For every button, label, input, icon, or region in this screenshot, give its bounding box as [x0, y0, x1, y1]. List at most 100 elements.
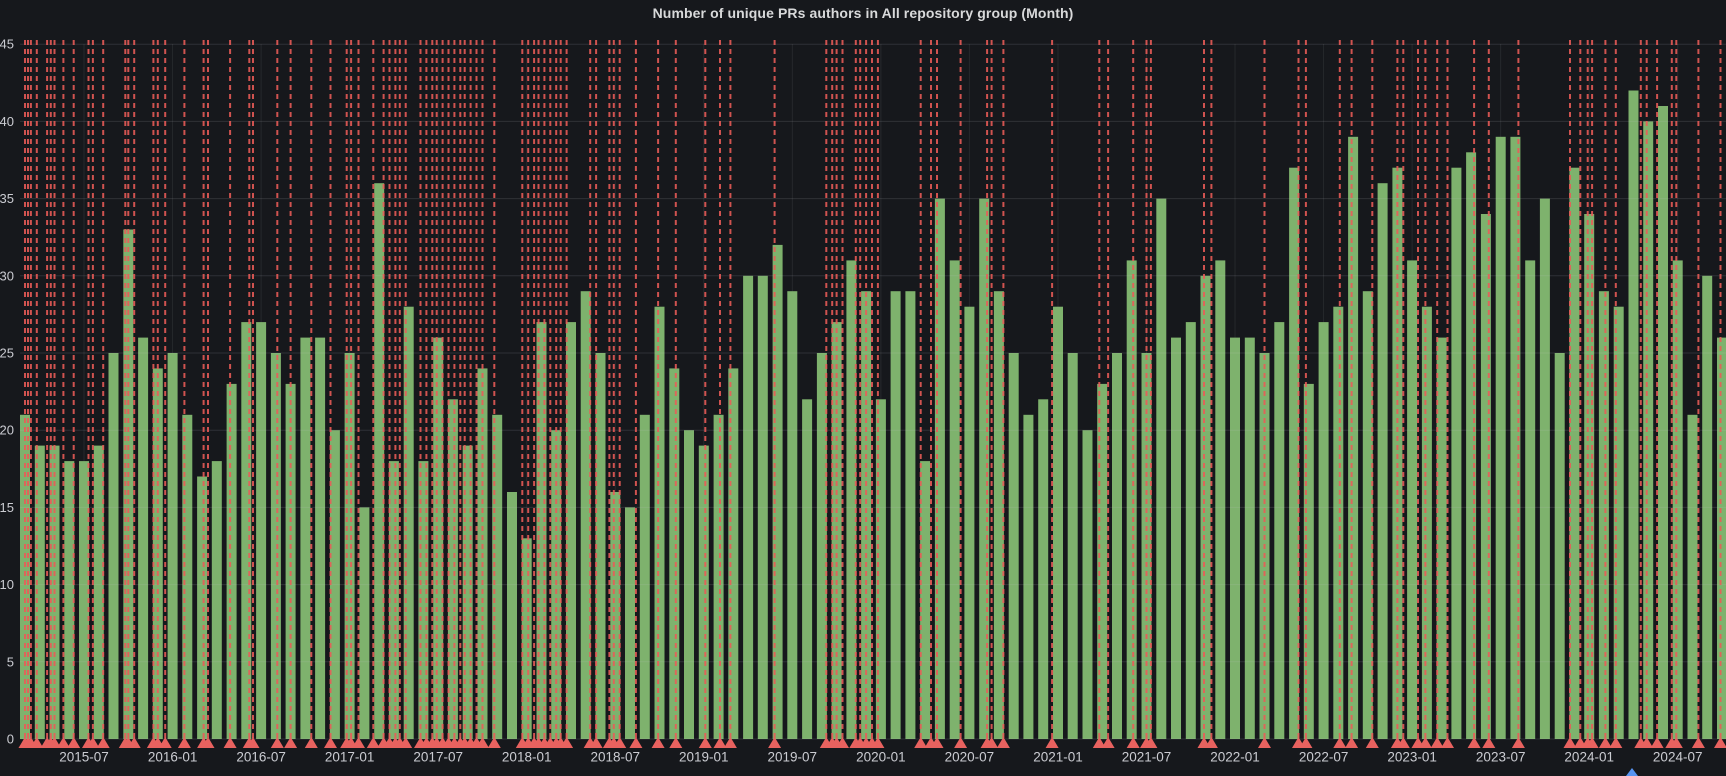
bar[interactable]	[875, 399, 886, 739]
annotation-marker-icon[interactable]	[201, 737, 215, 748]
annotation-marker-icon[interactable]	[930, 737, 944, 748]
bar[interactable]	[787, 291, 798, 739]
annotation-marker-icon[interactable]	[1691, 737, 1705, 748]
annotation-marker-icon[interactable]	[67, 737, 81, 748]
bar[interactable]	[462, 445, 473, 739]
annotation-marker-icon[interactable]	[1563, 737, 1577, 748]
annotation-marker-icon[interactable]	[158, 737, 172, 748]
bar[interactable]	[64, 461, 75, 739]
bar[interactable]	[1126, 260, 1137, 739]
bar[interactable]	[772, 244, 783, 739]
annotation-marker-icon[interactable]	[177, 737, 191, 748]
annotation-marker-icon[interactable]	[651, 737, 665, 748]
bar[interactable]	[1569, 167, 1580, 739]
bar[interactable]	[1362, 291, 1373, 739]
annotation-marker-icon[interactable]	[1669, 737, 1683, 748]
annotation-marker-icon[interactable]	[223, 737, 237, 748]
bar[interactable]	[595, 353, 606, 739]
annotation-marker-icon[interactable]	[768, 737, 782, 748]
bar[interactable]	[1451, 167, 1462, 739]
bar[interactable]	[433, 337, 444, 739]
bar[interactable]	[1067, 353, 1078, 739]
bar[interactable]	[698, 445, 709, 739]
annotation-marker-icon[interactable]	[48, 737, 61, 748]
bar[interactable]	[1097, 383, 1108, 739]
annotation-marker-icon[interactable]	[1441, 737, 1454, 748]
annotation-marker-icon[interactable]	[304, 737, 318, 748]
annotation-marker-icon[interactable]	[985, 737, 999, 748]
bar[interactable]	[1303, 383, 1314, 739]
bar[interactable]	[1702, 275, 1713, 739]
bar[interactable]	[1082, 430, 1093, 739]
annotation-marker-icon[interactable]	[698, 737, 712, 748]
annotation-marker-icon[interactable]	[1585, 737, 1599, 748]
bar[interactable]	[79, 461, 89, 739]
annotation-marker-icon[interactable]	[1345, 737, 1359, 748]
bar[interactable]	[1613, 306, 1624, 739]
bar[interactable]	[684, 430, 694, 739]
annotation-marker-icon[interactable]	[1144, 737, 1158, 748]
annotation-marker-icon[interactable]	[487, 737, 501, 748]
bar[interactable]	[669, 368, 680, 739]
annotation-marker-icon[interactable]	[1482, 737, 1496, 748]
annotation-marker-icon[interactable]	[1045, 737, 1059, 748]
bar[interactable]	[344, 353, 355, 739]
annotation-marker-icon[interactable]	[399, 737, 413, 748]
annotation-marker-icon[interactable]	[723, 737, 737, 748]
bar[interactable]	[1421, 306, 1432, 739]
annotation-marker-icon[interactable]	[1333, 737, 1347, 748]
annotation-marker-icon[interactable]	[86, 737, 100, 748]
annotation-marker-icon[interactable]	[324, 737, 337, 748]
bar[interactable]	[654, 306, 665, 739]
annotation-marker-icon[interactable]	[1609, 737, 1623, 748]
bar[interactable]	[167, 353, 178, 739]
bar[interactable]	[1658, 106, 1668, 739]
bar[interactable]	[1053, 306, 1063, 739]
bar[interactable]	[934, 198, 945, 740]
annotation-marker-icon[interactable]	[836, 737, 849, 748]
bar[interactable]	[610, 492, 621, 739]
bar[interactable]	[1392, 167, 1403, 739]
annotation-marker-icon[interactable]	[1365, 737, 1379, 748]
annotation-marker-icon[interactable]	[954, 737, 968, 748]
bar[interactable]	[905, 291, 916, 739]
bar[interactable]	[241, 322, 252, 739]
annotation-marker-icon[interactable]	[352, 737, 365, 748]
bar[interactable]	[1584, 214, 1595, 739]
bar[interactable]	[1539, 198, 1550, 740]
bar[interactable]	[1495, 136, 1506, 740]
bar[interactable]	[1215, 260, 1226, 739]
annotation-marker-icon[interactable]	[1714, 737, 1726, 748]
bar[interactable]	[1510, 136, 1521, 740]
bar[interactable]	[93, 445, 104, 739]
bar[interactable]	[418, 461, 429, 739]
bar[interactable]	[374, 183, 385, 739]
bar[interactable]	[1554, 353, 1565, 739]
bar[interactable]	[949, 260, 960, 739]
bar[interactable]	[1038, 399, 1049, 739]
bar[interactable]	[329, 430, 340, 739]
bar[interactable]	[580, 291, 591, 739]
annotation-marker-icon[interactable]	[1101, 737, 1115, 748]
annotation-marker-icon[interactable]	[246, 737, 260, 748]
bar[interactable]	[270, 353, 281, 739]
bar[interactable]	[1598, 291, 1609, 739]
bar[interactable]	[1480, 214, 1491, 739]
bar[interactable]	[964, 306, 975, 739]
bar[interactable]	[521, 538, 532, 739]
annotation-marker-icon[interactable]	[1258, 737, 1271, 748]
bar[interactable]	[802, 399, 813, 739]
annotation-marker-icon[interactable]	[284, 737, 298, 748]
annotation-marker-icon[interactable]	[1092, 737, 1106, 748]
annotation-marker-icon[interactable]	[629, 737, 643, 748]
bar[interactable]	[403, 306, 414, 739]
bar[interactable]	[1023, 414, 1034, 739]
bar[interactable]	[182, 414, 193, 739]
bar[interactable]	[1230, 337, 1240, 739]
annotation-marker-icon[interactable]	[1511, 737, 1525, 748]
annotation-marker-icon[interactable]	[1418, 737, 1432, 748]
bar[interactable]	[211, 461, 222, 739]
bar[interactable]	[1407, 260, 1418, 739]
bar[interactable]	[1185, 322, 1196, 739]
annotation-marker-icon[interactable]	[713, 737, 727, 748]
